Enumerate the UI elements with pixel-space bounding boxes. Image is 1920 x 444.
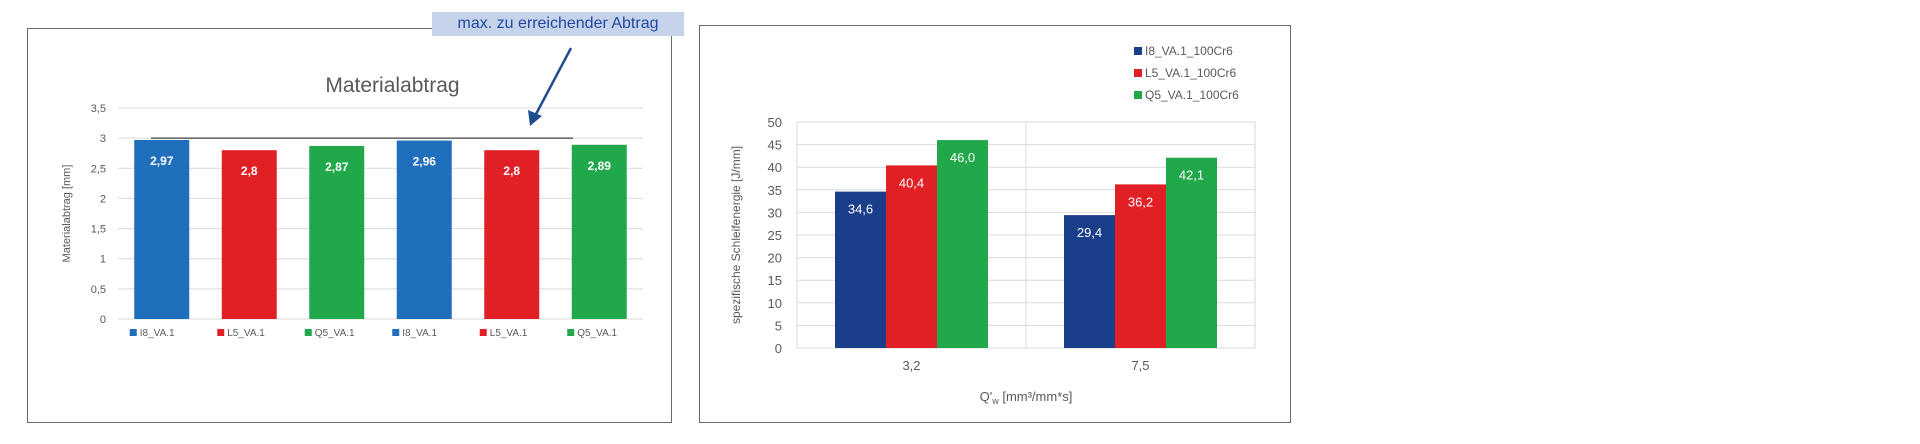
chart-panel-materialabtrag: Materialabtrag 0 0,5 1 1,5 2 2,5 3 3,5 Materialab… — [27, 28, 672, 423]
legend-label: Q5_VA.1 — [577, 328, 617, 339]
bar-value-label: 2,8 — [503, 164, 520, 178]
y-tick-label: 40 — [768, 160, 782, 175]
legend-swatch — [1134, 47, 1142, 55]
y-axis-label: spezifische Schleifenergie [J/mm] — [729, 146, 743, 324]
legend-label: I8_VA.1 — [140, 328, 175, 339]
legend-label: Q5_VA.1 — [315, 328, 355, 339]
chart-schleifenergie: 0 5 10 15 20 25 30 35 40 45 50 spezifische Schleife… — [729, 44, 1256, 406]
legend-swatch — [1134, 69, 1142, 77]
bar-value-label: 2,87 — [325, 160, 349, 174]
y-tick-label: 10 — [768, 296, 782, 311]
bar-value-label: 29,4 — [1077, 225, 1102, 240]
y-tick-label: 35 — [768, 183, 782, 198]
x-axis-label: Q'w [mm³/mm*s] — [980, 389, 1073, 406]
bar-i8-va-1-100cr6 — [1064, 215, 1115, 348]
legend-label: L5_VA.1_100Cr6 — [1145, 66, 1237, 80]
bar-q5-va-1-100cr6 — [1166, 157, 1217, 348]
y-tick-label: 30 — [768, 205, 782, 220]
bar-q5-va-1-100cr6 — [937, 140, 988, 348]
bar — [396, 140, 452, 319]
y-tick-label: 25 — [768, 228, 782, 243]
y-tick-label: 45 — [768, 138, 782, 153]
y-tick-label: 3 — [100, 133, 106, 145]
y-tick-label: 5 — [775, 318, 782, 333]
bar — [571, 144, 627, 319]
y-tick-label: 15 — [768, 273, 782, 288]
legend-label: L5_VA.1 — [490, 328, 528, 339]
y-tick-label: 50 — [768, 115, 782, 130]
bar-value-label: 2,8 — [241, 164, 258, 178]
legend-label: I8_VA.1_100Cr6 — [1145, 44, 1233, 58]
y-tick-label: 0 — [100, 314, 106, 326]
legend-swatch — [479, 329, 487, 336]
x-tick-label: 3,2 — [902, 358, 920, 373]
y-tick-label: 0,5 — [91, 284, 106, 296]
legend-label: I8_VA.1 — [402, 328, 437, 339]
bar-value-label: 42,1 — [1179, 168, 1204, 183]
legend-swatch — [129, 329, 137, 336]
bar-value-label: 34,6 — [848, 202, 873, 217]
legend-swatch — [217, 329, 225, 336]
bar-value-label: 40,4 — [899, 175, 924, 190]
y-tick-label: 0 — [775, 341, 782, 356]
bar-i8-va-1-100cr6 — [835, 191, 886, 348]
bar-l5-va-1-100cr6 — [1115, 184, 1166, 348]
bar-value-label: 46,0 — [950, 150, 975, 165]
y-tick-label: 2 — [100, 193, 106, 205]
y-tick-label: 3,5 — [91, 103, 106, 115]
bar — [309, 145, 365, 319]
legend-label: L5_VA.1 — [227, 328, 265, 339]
legend-swatch — [392, 329, 400, 336]
bar-value-label: 36,2 — [1128, 194, 1153, 209]
legend-swatch — [1134, 91, 1142, 99]
bar — [484, 150, 540, 319]
y-axis-label: Materialabtrag [mm] — [61, 165, 73, 263]
legend-swatch — [304, 329, 312, 336]
y-tick-label: 20 — [768, 251, 782, 266]
bar — [134, 139, 190, 319]
legend-swatch — [567, 329, 575, 336]
x-tick-label: 7,5 — [1131, 358, 1149, 373]
chart-title: Materialabtrag — [325, 74, 459, 97]
y-tick-label: 1,5 — [91, 224, 106, 236]
chart-panel-schleifenergie: 0 5 10 15 20 25 30 35 40 45 50 spezifische Schleife… — [699, 25, 1291, 423]
y-tick-label: 2,5 — [91, 163, 106, 175]
annotation-label: max. zu erreichender Abtrag — [432, 12, 684, 36]
bar-value-label: 2,97 — [150, 154, 174, 168]
bar-l5-va-1-100cr6 — [886, 165, 937, 348]
chart-materialabtrag: Materialabtrag 0 0,5 1 1,5 2 2,5 3 3,5 Materialab… — [61, 74, 643, 339]
bar-value-label: 2,89 — [588, 159, 612, 173]
bar — [221, 150, 277, 319]
bar-value-label: 2,96 — [413, 155, 437, 169]
legend-label: Q5_VA.1_100Cr6 — [1145, 88, 1239, 102]
y-tick-label: 1 — [100, 254, 106, 266]
